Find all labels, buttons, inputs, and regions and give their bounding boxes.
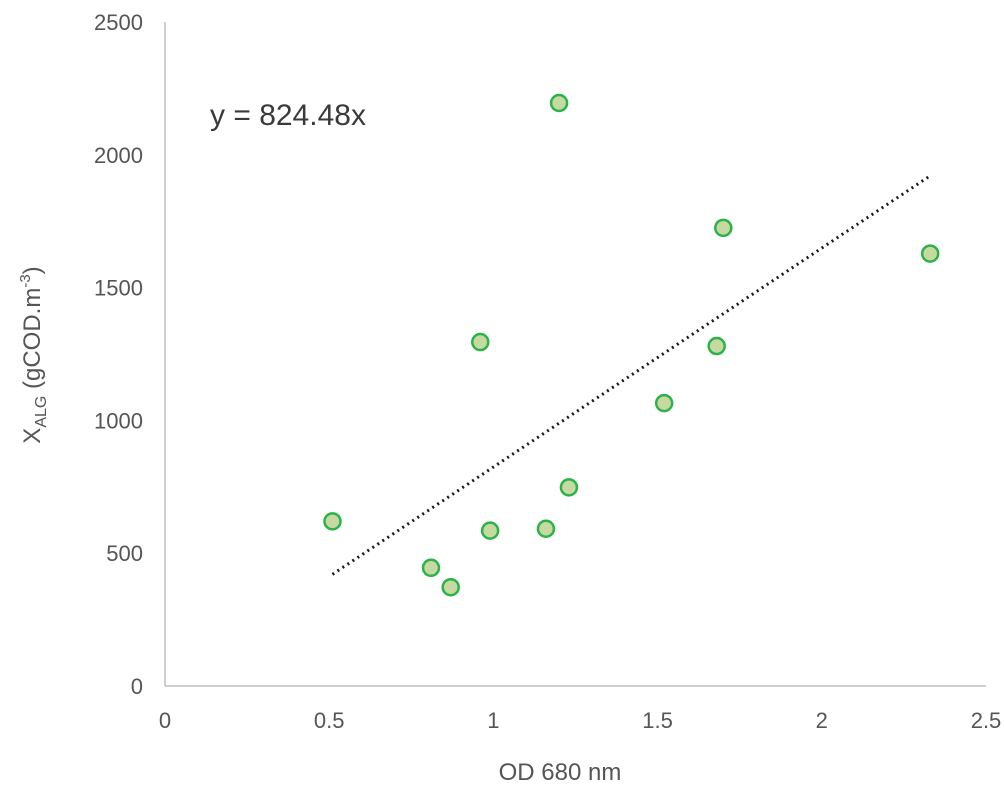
- y-axis-title: XALG (gCOD.m-3): [17, 266, 50, 443]
- data-points: [323, 93, 940, 597]
- data-point: [323, 512, 342, 531]
- y-axis-title-unit-end: ): [19, 266, 46, 274]
- data-point: [536, 519, 556, 539]
- data-point: [920, 244, 940, 263]
- y-tick-label: 500: [106, 541, 143, 566]
- data-point: [480, 521, 500, 540]
- y-tick-label: 0: [131, 674, 143, 699]
- x-tick-label: 0: [159, 708, 171, 733]
- y-axis-title-main: X: [19, 428, 46, 444]
- x-tick-label: 0.5: [314, 708, 345, 733]
- y-tick-label: 1000: [94, 408, 143, 433]
- data-point: [707, 336, 726, 356]
- data-point: [549, 93, 569, 113]
- x-tick-label: 1: [487, 708, 499, 733]
- x-tick-labels: 0 0.5 1 1.5 2 2.5: [159, 708, 1001, 733]
- x-tick-label: 2.5: [971, 708, 1002, 733]
- y-axis-title-subscript: ALG: [33, 396, 50, 428]
- y-tick-label: 2500: [94, 10, 143, 35]
- data-point: [471, 332, 490, 352]
- y-axis-title-unit: (gCOD.m: [19, 288, 46, 396]
- x-tick-label: 1.5: [642, 708, 673, 733]
- x-tick-label: 2: [816, 708, 828, 733]
- y-tick-labels: 0 500 1000 1500 2000 2500: [94, 10, 143, 699]
- data-point: [714, 218, 733, 238]
- y-tick-label: 1500: [94, 276, 143, 301]
- data-point: [559, 478, 579, 497]
- data-point: [441, 577, 460, 597]
- trendline: [331, 174, 932, 576]
- x-axis-title: OD 680 nm: [499, 759, 622, 786]
- y-tick-label: 2000: [94, 143, 143, 168]
- y-axis-title-superscript: -3: [17, 274, 34, 287]
- trendline-equation: y = 824.48x: [210, 99, 366, 132]
- axes: [164, 22, 986, 687]
- data-point: [654, 393, 674, 413]
- data-point: [421, 558, 441, 578]
